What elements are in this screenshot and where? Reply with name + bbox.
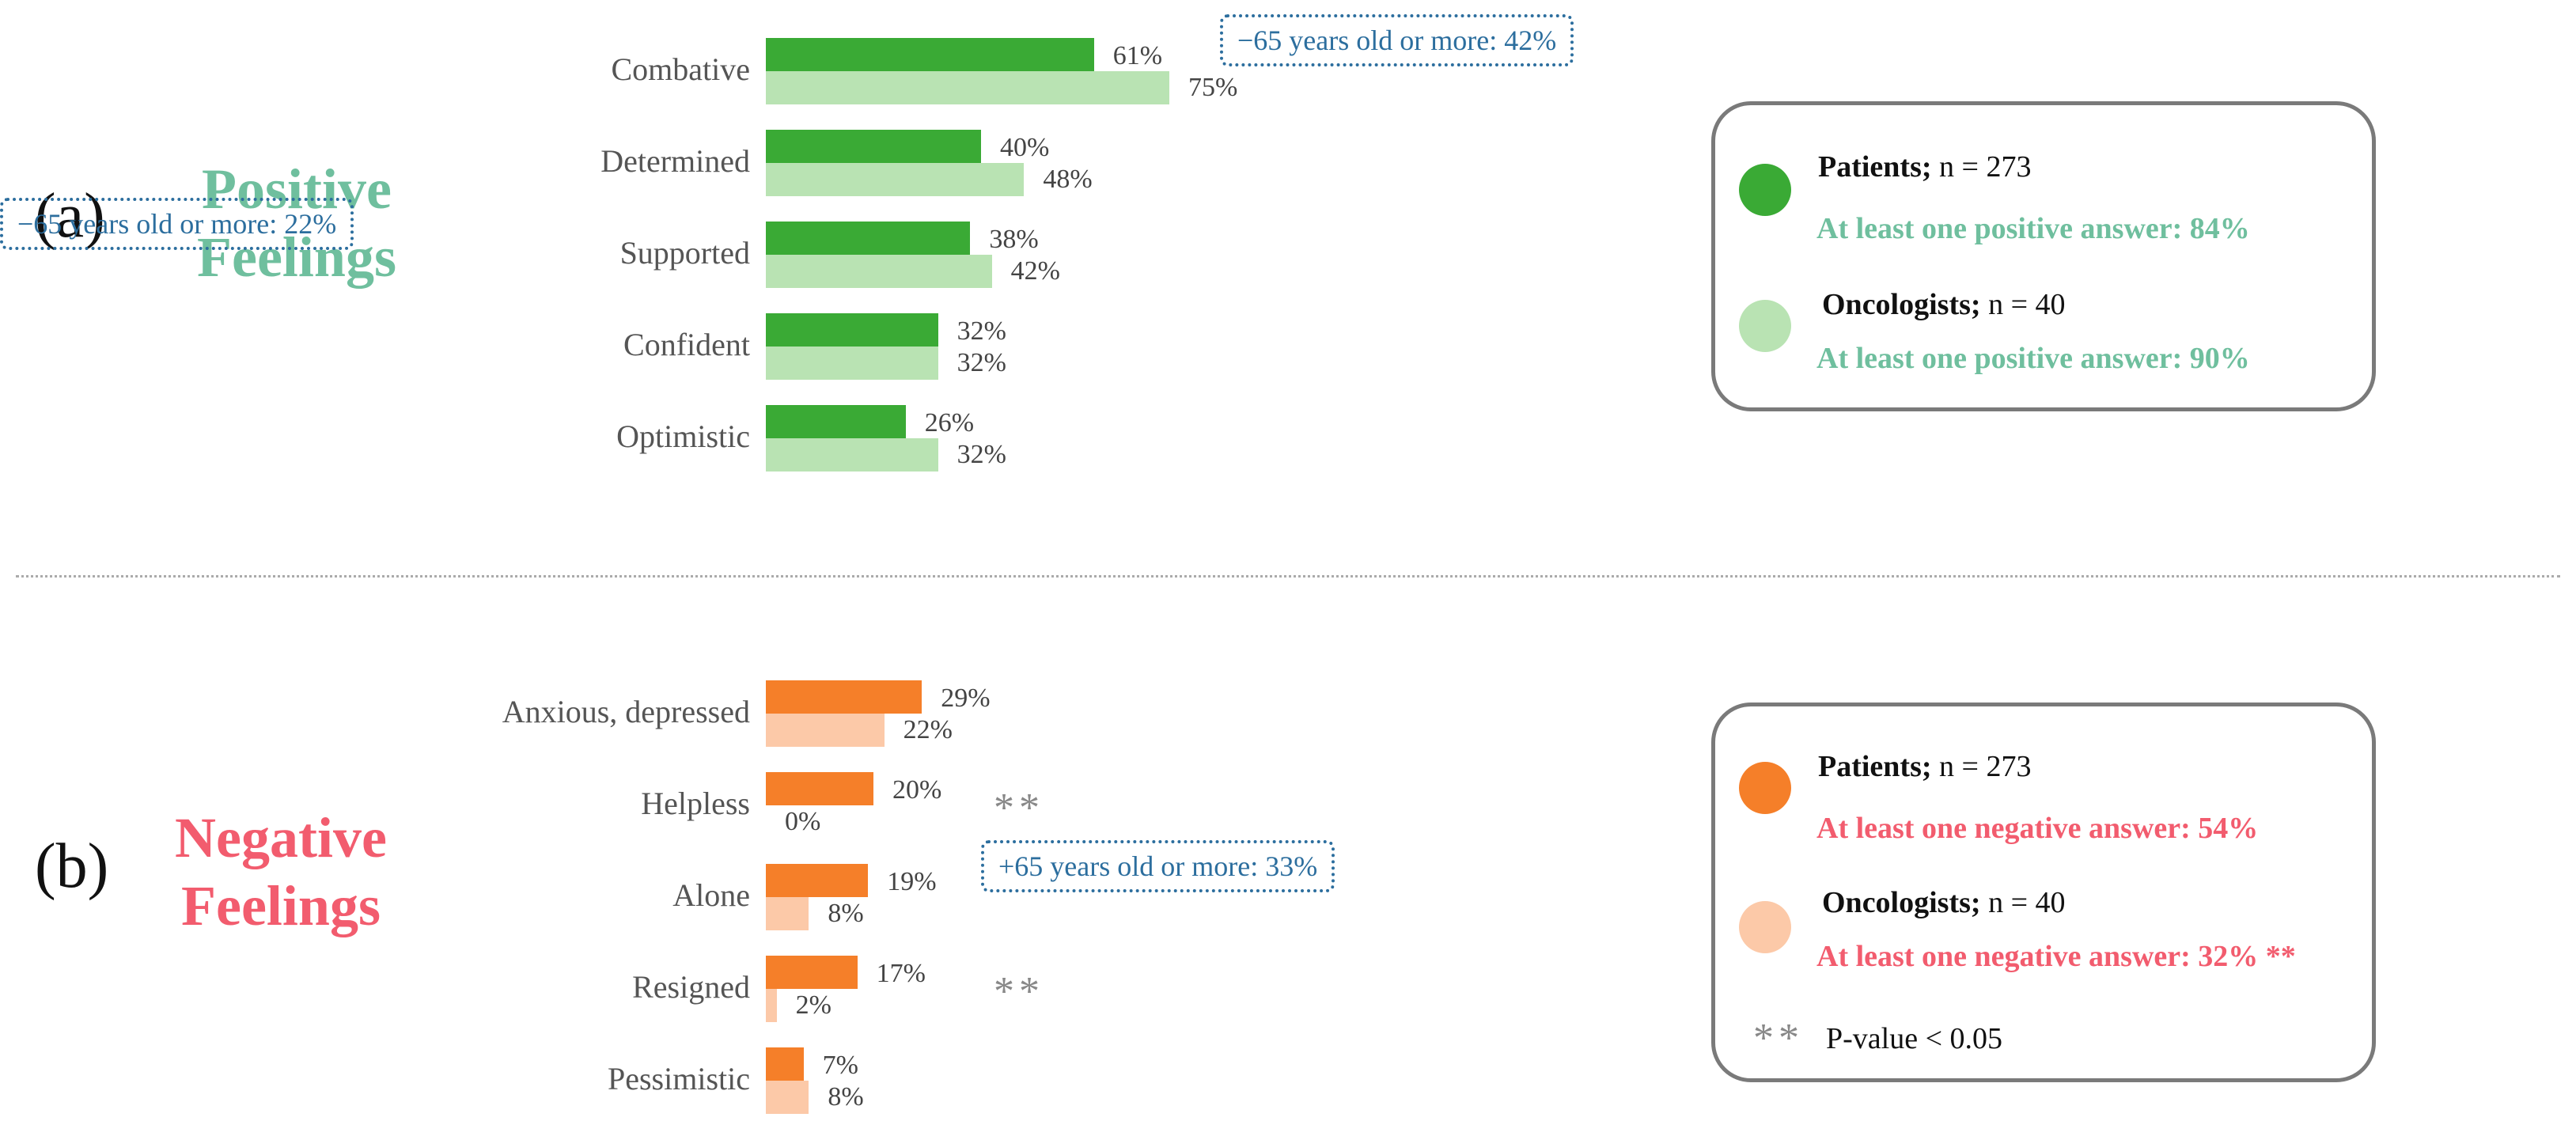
bar-oncologists (766, 438, 938, 472)
legend-oncologists-dot (1739, 300, 1791, 352)
legend-patients-summary: At least one negative answer: 54% (1816, 812, 2259, 845)
legend-oncologists-summary: At least one negative answer: 32% ** (1816, 940, 2296, 973)
category-label: Confident (623, 327, 750, 362)
value-label-patients: 38% (989, 225, 1039, 254)
category-label: Optimistic (616, 418, 750, 454)
value-label-oncologists: 42% (1010, 256, 1060, 286)
legend-oncologists-label: Oncologists; (1822, 288, 1981, 321)
legend-patients-n: n = 273 (1931, 750, 2032, 783)
category-label: Combative (611, 51, 750, 87)
panel-positive-feelings: (a) Positive Feelings Combative 61% 75% Det… (0, 14, 2376, 472)
category-label: Pessimistic (607, 1061, 750, 1096)
bar-patients (766, 864, 869, 897)
age-note: −65 years old or more: 42% (1220, 14, 1574, 66)
panel-letter-a: (a) (35, 181, 105, 251)
bar-oncologists (766, 714, 885, 747)
bar-patients (766, 956, 858, 989)
value-label-oncologists: 32% (957, 348, 1006, 377)
value-label-oncologists: 75% (1188, 73, 1238, 102)
value-label-oncologists: 22% (903, 715, 953, 744)
legend-patients-dot (1739, 762, 1791, 814)
legend-patients-title: Patients; n = 273 (1818, 749, 2031, 784)
negative-title-line1: Negative (175, 806, 387, 869)
value-label-patients: 29% (941, 684, 991, 713)
legend-oncologists-title: Oncologists; n = 40 (1822, 287, 2066, 322)
value-label-oncologists: 2% (795, 990, 832, 1020)
bar-oncologists (766, 163, 1025, 196)
bar-oncologists (766, 71, 1169, 104)
legend-patients-summary: At least one positive answer: 84% (1816, 212, 2250, 245)
value-label-oncologists: 32% (957, 440, 1006, 469)
bar-patients (766, 772, 873, 805)
negative-title: Negative Feelings (150, 804, 411, 940)
legend-oncologists-dot (1739, 901, 1791, 953)
legend-patients-title: Patients; n = 273 (1818, 150, 2031, 184)
legend-pvalue-text: P-value < 0.05 (1826, 1022, 2003, 1055)
bar-oncologists (766, 897, 809, 930)
positive-legend: Patients; n = 273 At least one positive … (1711, 101, 2376, 411)
category-label: Supported (619, 235, 750, 271)
value-label-patients: 26% (924, 408, 975, 437)
legend-patients-n: n = 273 (1931, 150, 2032, 184)
positive-title: Positive Feelings (158, 155, 435, 291)
panel-negative-feelings: (b) Negative Feelings Anxious, depressed… (0, 570, 2576, 1121)
value-label-patients: 20% (892, 775, 942, 805)
value-label-oncologists: 48% (1043, 165, 1093, 194)
bar-patients (766, 130, 981, 163)
legend-oncologists-title: Oncologists; n = 40 (1822, 885, 2066, 920)
age-note: +65 years old or more: 33% (981, 840, 1335, 892)
negative-title-line2: Feelings (181, 874, 381, 937)
bar-oncologists (766, 1081, 809, 1114)
legend-oncologists-label: Oncologists; (1822, 886, 1981, 919)
category-label: Alone (672, 877, 750, 913)
bar-oncologists (766, 255, 992, 288)
legend-oncologists-n: n = 40 (1980, 886, 2066, 919)
value-label-patients: 40% (1000, 133, 1050, 162)
value-label-patients: 32% (957, 316, 1006, 346)
negative-legend: Patients; n = 273 At least one negative … (1711, 703, 2376, 1082)
value-label-patients: 7% (822, 1051, 858, 1080)
significance-marker: ** (994, 969, 1044, 1014)
value-label-oncologists: 0% (785, 807, 821, 836)
bar-patients (766, 313, 938, 347)
value-label-patients: 61% (1112, 41, 1163, 70)
bar-patients (766, 1047, 804, 1081)
legend-patients-label: Patients; (1818, 150, 1932, 184)
bar-patients (766, 405, 906, 438)
category-label: Anxious, depressed (502, 694, 750, 729)
category-label: Determined (600, 143, 750, 179)
panel-divider (16, 575, 2560, 578)
panel-letter-b: (b) (35, 831, 109, 901)
value-label-oncologists: 8% (828, 899, 864, 928)
legend-patients-label: Patients; (1818, 750, 1932, 783)
bar-oncologists (766, 989, 777, 1022)
age-note: −65 years old or more: 22% (0, 198, 354, 250)
bar-oncologists (766, 347, 938, 380)
value-label-patients: 17% (876, 959, 926, 988)
significance-marker: ** (994, 786, 1044, 831)
value-label-patients: 19% (887, 867, 937, 896)
positive-title-line1: Positive (202, 157, 392, 221)
legend-patients-dot (1739, 164, 1791, 216)
category-label: Helpless (641, 786, 750, 821)
bar-patients (766, 222, 971, 255)
positive-title-line2: Feelings (197, 225, 396, 289)
bar-patients (766, 680, 922, 714)
bar-patients (766, 38, 1094, 71)
legend-oncologists-n: n = 40 (1980, 288, 2066, 321)
legend-oncologists-summary: At least one positive answer: 90% (1816, 342, 2250, 375)
value-label-oncologists: 8% (828, 1082, 864, 1112)
category-label: Resigned (632, 969, 750, 1005)
legend-pvalue-stars: ** (1753, 1016, 1804, 1061)
